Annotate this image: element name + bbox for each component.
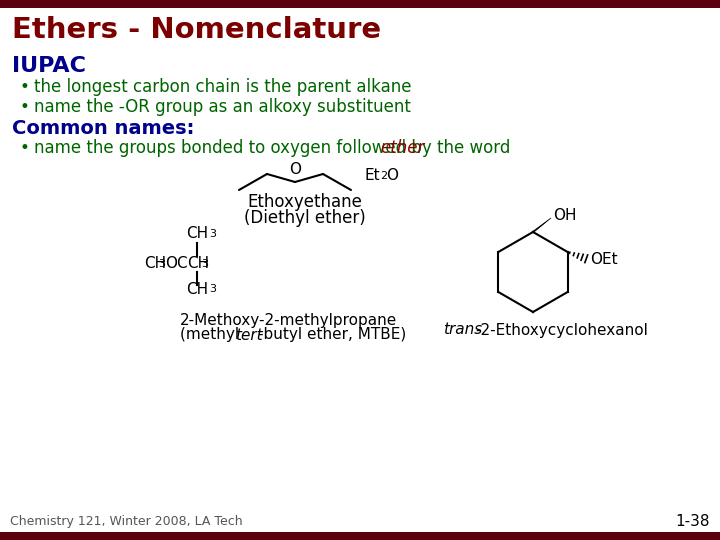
Text: 3: 3: [201, 259, 208, 269]
Text: O: O: [289, 161, 301, 177]
Text: •: •: [20, 98, 30, 116]
Text: Ethers - Nomenclature: Ethers - Nomenclature: [12, 16, 381, 44]
Text: Et: Et: [365, 168, 381, 184]
Bar: [0, 532, 720, 540]
Text: ether: ether: [380, 139, 424, 157]
Text: 2: 2: [380, 171, 387, 181]
Text: CH: CH: [187, 256, 209, 272]
Text: Chemistry 121, Winter 2008, LA Tech: Chemistry 121, Winter 2008, LA Tech: [10, 515, 243, 528]
Text: OEt: OEt: [590, 252, 618, 267]
Text: 3: 3: [158, 259, 165, 269]
Text: name the -OR group as an alkoxy substituent: name the -OR group as an alkoxy substitu…: [34, 98, 411, 116]
Text: 3: 3: [209, 229, 216, 239]
Text: O: O: [386, 168, 398, 184]
Text: IUPAC: IUPAC: [12, 56, 86, 76]
Text: Ethoxyethane: Ethoxyethane: [248, 193, 362, 211]
Text: CH: CH: [186, 226, 208, 241]
Text: (methyl: (methyl: [180, 327, 244, 342]
Text: (Diethyl ether): (Diethyl ether): [244, 209, 366, 227]
Text: 1-38: 1-38: [675, 514, 710, 529]
Text: 3: 3: [209, 284, 216, 294]
Text: -2-Ethoxycyclohexanol: -2-Ethoxycyclohexanol: [475, 322, 648, 338]
Text: •: •: [20, 139, 30, 157]
Text: •: •: [20, 78, 30, 96]
Text: trans: trans: [443, 322, 482, 338]
Text: tert: tert: [235, 327, 263, 342]
Text: Common names:: Common names:: [12, 118, 194, 138]
Text: CH: CH: [186, 281, 208, 296]
Text: OC: OC: [165, 256, 188, 272]
Bar: [0, 0, 720, 8]
Text: 2-Methoxy-2-methylpropane: 2-Methoxy-2-methylpropane: [180, 313, 397, 327]
Text: -butyl ether, MTBE): -butyl ether, MTBE): [258, 327, 406, 342]
Text: name the groups bonded to oxygen followed by the word: name the groups bonded to oxygen followe…: [34, 139, 516, 157]
Polygon shape: [532, 218, 551, 232]
Text: OH: OH: [553, 208, 577, 224]
Text: CH: CH: [144, 256, 166, 272]
Text: the longest carbon chain is the parent alkane: the longest carbon chain is the parent a…: [34, 78, 412, 96]
